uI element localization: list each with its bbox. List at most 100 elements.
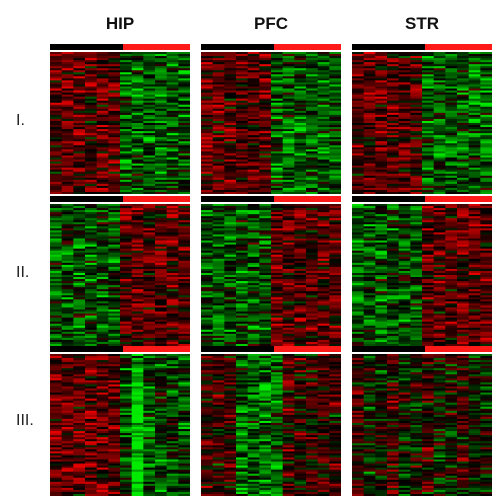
heatmap-cell [212, 131, 225, 134]
heatmap-cell [271, 185, 284, 189]
heatmap-cell [352, 76, 365, 79]
heatmap-cell [352, 141, 365, 144]
heatmap-cell [108, 293, 121, 296]
heatmap-cell [468, 275, 481, 278]
heatmap-cell [236, 135, 249, 138]
heatmap-cell [247, 254, 260, 258]
heatmap-cell [363, 127, 376, 130]
heatmap-cell [259, 52, 272, 55]
heatmap-cell [410, 226, 423, 229]
heatmap-cell [294, 137, 307, 140]
heatmap-cell [282, 125, 295, 128]
heatmap-cell [457, 98, 470, 102]
heatmap-cell [329, 295, 341, 298]
heatmap-cell [50, 74, 63, 77]
heatmap-cell [306, 293, 319, 296]
heatmap-cell [224, 224, 237, 227]
heatmap-cell [306, 301, 319, 304]
heatmap-cell [387, 167, 400, 171]
heatmap-cell [480, 110, 492, 114]
heatmap-cell [317, 62, 330, 65]
group-bar-treatment [274, 44, 341, 50]
heatmap-cell [85, 145, 98, 148]
heatmap-cell [131, 68, 144, 71]
heatmap-cell [247, 230, 260, 233]
heatmap-cell [212, 232, 225, 235]
heatmap-cell [155, 159, 168, 162]
heatmap-cell [375, 226, 388, 229]
heatmap-cell [375, 242, 388, 245]
heatmap-cell [73, 329, 86, 333]
heatmap-cell [73, 163, 86, 166]
heatmap-cell [120, 254, 133, 258]
heatmap-cell [352, 90, 365, 93]
heatmap-cell [329, 157, 341, 160]
heatmap-cell [108, 283, 121, 286]
heatmap-cell [375, 155, 388, 158]
heatmap-cell [410, 151, 423, 154]
heatmap-cell [50, 137, 63, 140]
heatmap-cell [236, 78, 249, 81]
heatmap-cell [143, 246, 156, 250]
heatmap-cell [73, 116, 86, 120]
heatmap-cell [120, 222, 133, 225]
heatmap-cell [73, 90, 86, 93]
heatmap-cell [166, 307, 179, 310]
heatmap-cell [294, 206, 307, 209]
heatmap-cell [317, 129, 330, 132]
heatmap-cell [155, 262, 168, 266]
heatmap-cell [247, 74, 260, 77]
heatmap-cell [480, 185, 492, 189]
heatmap-cell [96, 236, 109, 239]
heatmap-cell [306, 343, 319, 346]
heatmap-cell [422, 114, 435, 118]
heatmap-cell [108, 270, 121, 274]
heatmap-cell [247, 147, 260, 150]
heatmap-cell [224, 169, 237, 173]
heatmap-cell [387, 141, 400, 144]
heatmap-cell [329, 181, 341, 185]
heatmap-cell [306, 78, 319, 81]
heatmap-cell [61, 94, 74, 98]
heatmap-cell [96, 169, 109, 173]
heatmap-cell [329, 327, 341, 331]
heatmap-cell [294, 238, 307, 241]
heatmap-cell [247, 189, 260, 193]
heatmap-cell [271, 256, 284, 260]
heatmap-cell [271, 167, 284, 171]
heatmap-cell [282, 295, 295, 298]
heatmap-cell [108, 305, 121, 308]
heatmap-cell [317, 187, 330, 191]
heatmap-cell [201, 149, 214, 152]
heatmap-cell [398, 163, 411, 166]
heatmap-cell [120, 279, 133, 282]
heatmap-cell [178, 333, 190, 337]
col-title-pfc: PFC [254, 14, 288, 33]
heatmap-cell [120, 321, 133, 325]
heatmap-cell [363, 187, 376, 191]
heatmap-cell [468, 297, 481, 300]
heatmap-cell [445, 266, 458, 270]
heatmap-cell [166, 64, 179, 67]
heatmap-cell [212, 254, 225, 258]
heatmap-cell [50, 214, 63, 217]
heatmap-cell [61, 90, 74, 93]
heatmap-cell [73, 112, 86, 116]
heatmap-cell [143, 268, 156, 272]
heatmap-cell [317, 153, 330, 156]
heatmap-cell [120, 169, 133, 173]
heatmap-cell [352, 317, 365, 321]
heatmap-cell [282, 226, 295, 229]
heatmap-cell [96, 108, 109, 112]
heatmap-cell [375, 64, 388, 67]
heatmap-cell [50, 106, 63, 110]
heatmap-cell [131, 311, 144, 314]
heatmap-cell [143, 98, 156, 102]
heatmap-cell [363, 157, 376, 160]
heatmap-cell [178, 230, 190, 233]
heatmap-cell [155, 189, 168, 193]
heatmap-cell [50, 313, 63, 316]
heatmap-cell [50, 262, 63, 266]
heatmap-cell [398, 234, 411, 237]
heatmap-cell [398, 303, 411, 306]
